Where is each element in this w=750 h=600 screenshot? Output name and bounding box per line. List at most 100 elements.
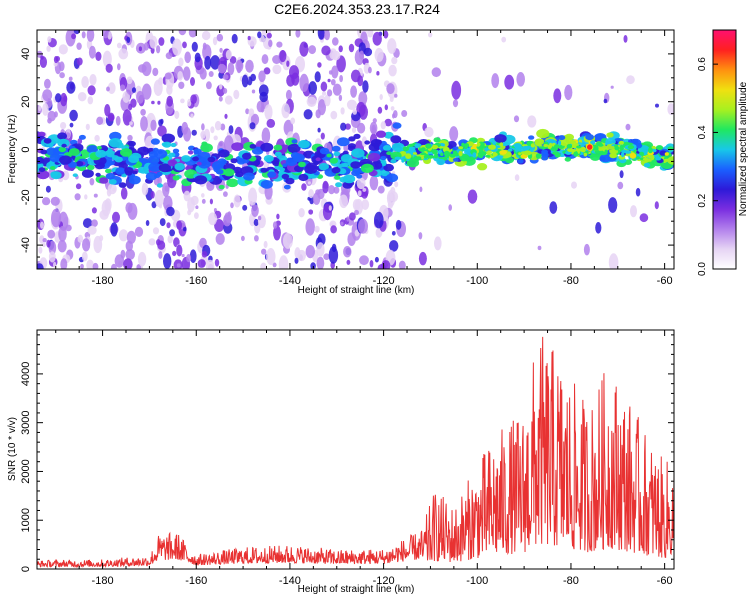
heatmap-cell [206,81,212,90]
heatmap-cell [419,152,427,156]
heatmap-cell [167,159,178,167]
heatmap-cell [85,123,90,131]
heatmap-cell [491,73,500,89]
heatmap-cell [178,81,185,90]
heatmap-cell [136,90,145,104]
heatmap-cell [110,222,118,237]
heatmap-cell [390,106,395,111]
heatmap-cell [42,89,53,102]
heatmap-cell [107,183,117,195]
heatmap-cell [82,238,91,252]
heatmap-cell [149,35,158,49]
heatmap-cell [655,156,662,161]
heatmap-cell [248,187,258,206]
heatmap-cell [46,45,51,52]
heatmap-y-axis: -40 -20 0 20 40 [20,29,674,270]
heatmap-cell [184,51,191,64]
heatmap-cell [384,104,388,111]
heatmap-cell [80,263,84,269]
heatmap-cell [182,66,191,81]
heatmap-cell [42,197,51,206]
heatmap-cell [213,135,218,141]
heatmap-cell [69,122,74,128]
heatmap-cell [159,218,166,227]
y-tick-label: 40 [20,48,32,60]
heatmap-cell [266,32,272,39]
heatmap-cell [128,155,140,164]
heatmap-cell [99,209,109,220]
heatmap-cell [428,32,433,38]
heatmap-cell [253,218,259,227]
heatmap-cell [654,201,659,210]
heatmap-cell [185,166,191,171]
heatmap-cell [170,142,177,148]
heatmap-cell [458,146,463,150]
heatmap-cell [228,125,234,135]
heatmap-cell [214,258,220,267]
heatmap-cell [621,151,625,158]
heatmap-cell [126,230,136,244]
heatmap-cell [104,104,111,117]
heatmap-cell [215,233,225,245]
heatmap-cell [377,106,383,114]
heatmap-cell [536,128,550,139]
heatmap-cell [224,95,233,105]
heatmap-cell [619,170,624,179]
heatmap-cell [122,109,132,126]
heatmap-cell [231,142,244,152]
heatmap-cell [285,158,298,167]
heatmap-cell [157,100,161,105]
x-tick-label: -180 [92,275,114,287]
heatmap-cell [233,89,240,100]
heatmap-cell [96,145,102,150]
heatmap-cell [53,62,58,67]
heatmap-cell [553,88,562,104]
heatmap-cell [192,156,199,162]
heatmap-cell [214,219,225,232]
heatmap-cell [534,138,545,146]
heatmap-cell [494,134,507,143]
heatmap-cell [125,170,133,176]
page-title: C2E6.2024.353.23.17.R24 [274,1,440,17]
heatmap-cell [219,47,223,53]
heatmap-cell [357,75,364,87]
heatmap-cell [358,104,368,120]
heatmap-cell [283,184,291,190]
heatmap-cell [93,193,98,198]
heatmap-cell [549,201,558,214]
heatmap-cell [251,89,256,94]
heatmap-cell [567,148,574,152]
snr-frame [36,329,675,570]
heatmap-cell [306,96,317,108]
heatmap-cell [295,30,301,38]
heatmap-cell [152,227,160,235]
heatmap-cell [554,144,559,149]
heatmap-cell [81,76,89,88]
colorbar-label: Normalized spectral amplitude [738,81,749,216]
heatmap-cell [499,142,504,148]
heatmap-cell [336,55,346,73]
heatmap-cell [664,152,669,156]
heatmap-cell [58,146,67,153]
heatmap-cell [40,149,48,155]
heatmap-cell [298,161,306,168]
heatmap-cell [315,157,321,162]
heatmap-cell [535,153,542,159]
heatmap-cell [298,140,310,149]
heatmap-cell [332,83,342,96]
heatmap-cell [392,122,402,129]
heatmap-cell [242,204,248,211]
heatmap-cell [369,260,374,268]
heatmap-cell [88,45,96,59]
heatmap-cell [134,226,144,237]
heatmap-cell [118,229,129,242]
heatmap-cell [276,213,280,220]
heatmap-cell [267,171,277,178]
heatmap-cell [464,145,468,149]
heatmap-cell [93,235,103,254]
heatmap-cell [82,218,93,229]
heatmap-cell [157,240,166,250]
heatmap-cell [264,104,273,120]
heatmap-cell [260,262,267,269]
